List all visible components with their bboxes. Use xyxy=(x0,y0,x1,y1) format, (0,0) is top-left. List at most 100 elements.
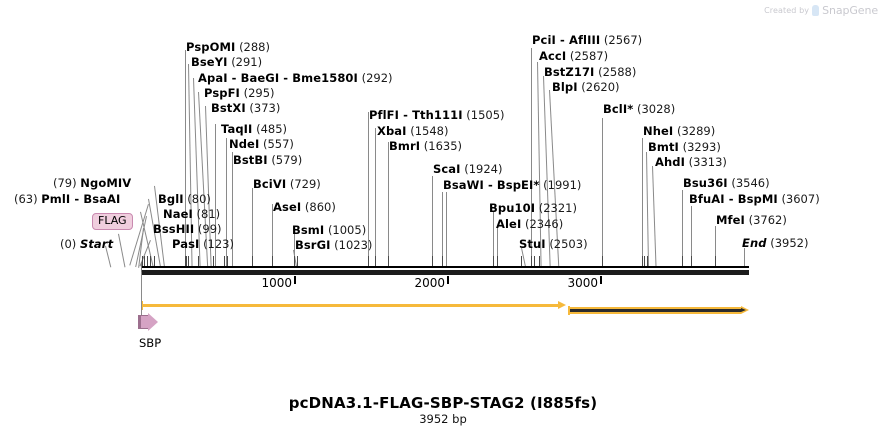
site-position: (557) xyxy=(263,137,294,151)
leader-line xyxy=(226,138,227,268)
cut-site-tick xyxy=(691,256,692,268)
cut-site-tick xyxy=(213,256,214,268)
site-position: (3762) xyxy=(748,213,787,227)
cut-site-tick xyxy=(150,256,151,268)
orf-arrow-2-shaft xyxy=(570,309,741,312)
site-label-NaeI[interactable]: NaeI (81) xyxy=(163,208,220,221)
site-name: AhdI xyxy=(655,155,685,169)
site-name: BsaWI - BspEI* xyxy=(443,178,540,192)
site-position: (80) xyxy=(187,192,211,206)
sbp-arrow-head xyxy=(148,313,158,331)
site-position: (2503) xyxy=(549,237,588,251)
feature-tag-flag-label: FLAG xyxy=(98,214,127,227)
site-label-BglI[interactable]: BglI (80) xyxy=(158,192,211,206)
site-label-BclI[interactable]: BclI* (3028) xyxy=(603,102,676,116)
site-label-PspOMI[interactable]: PspOMI (288) xyxy=(186,40,270,54)
site-position: (3289) xyxy=(676,124,716,138)
cut-site-tick xyxy=(493,256,494,268)
site-label-BlpI[interactable]: BlpI (2620) xyxy=(552,80,620,94)
sbp-connector-line xyxy=(141,272,142,316)
site-label-BmtI[interactable]: BmtI (3293) xyxy=(648,140,721,154)
orf-arrow-1[interactable] xyxy=(141,301,566,310)
leader-line xyxy=(691,206,692,268)
site-label-BstZ17I[interactable]: BstZ17I (2588) xyxy=(544,66,636,79)
site-label-BseYI[interactable]: BseYI (291) xyxy=(191,55,263,69)
site-position: (291) xyxy=(231,55,263,69)
site-label-AseI[interactable]: AseI (860) xyxy=(273,201,336,214)
site-label-BmrI[interactable]: BmrI (1635) xyxy=(389,139,462,153)
site-position: (3293) xyxy=(682,140,721,154)
site-label-PspFI[interactable]: PspFI (295) xyxy=(204,87,275,100)
site-label-ApaI-BaeGI-Bme1580I[interactable]: ApaI - BaeGI - Bme1580I (292) xyxy=(198,72,393,85)
site-label-BsaWI-BspEI[interactable]: BsaWI - BspEI* (1991) xyxy=(443,178,581,192)
site-label-MfeI[interactable]: MfeI (3762) xyxy=(716,213,787,227)
sbp-arrow-glyph xyxy=(138,312,158,332)
site-label-AccI[interactable]: AccI (2587) xyxy=(539,49,609,63)
site-name: PspOMI xyxy=(186,40,236,54)
site-label-Bpu10I[interactable]: Bpu10I (2321) xyxy=(489,202,577,215)
marker-label-start[interactable]: (0) Start xyxy=(60,238,113,251)
site-label-AhdI[interactable]: AhdI (3313) xyxy=(655,155,727,169)
cut-site-tick xyxy=(534,256,535,268)
leader-line xyxy=(118,233,126,268)
cut-site-tick xyxy=(642,256,643,268)
site-position: (3028) xyxy=(636,102,676,116)
site-name: PciI - AflIII xyxy=(532,33,601,47)
snapgene-watermark: Created by SnapGene xyxy=(764,4,878,17)
site-label-BsrGI[interactable]: BsrGI (1023) xyxy=(295,239,372,252)
ruler-tick-2000 xyxy=(447,276,449,284)
cut-site-tick xyxy=(497,256,498,268)
leader-line xyxy=(744,248,745,268)
cut-site-tick xyxy=(375,256,376,268)
site-label-AleI[interactable]: AleI (2346) xyxy=(496,218,563,231)
site-label-Bsu36I[interactable]: Bsu36I (3546) xyxy=(683,177,770,190)
marker-name: End xyxy=(742,236,767,250)
cut-site-tick xyxy=(185,256,186,268)
cut-site-tick xyxy=(188,256,189,268)
site-position: (63) xyxy=(14,192,38,206)
site-label-PasI[interactable]: PasI (123) xyxy=(172,237,234,251)
marker-label-end[interactable]: End (3952) xyxy=(742,236,808,250)
snapgene-logo-icon xyxy=(812,5,820,16)
orf-arrow-2[interactable] xyxy=(568,306,749,315)
site-label-XbaI[interactable]: XbaI (1548) xyxy=(377,124,449,138)
site-label-PflFI-Tth111I[interactable]: PflFI - Tth111I (1505) xyxy=(369,109,505,122)
site-position: (1005) xyxy=(327,223,367,237)
plasmid-backbone-bar[interactable] xyxy=(141,270,749,275)
site-label-NheI[interactable]: NheI (3289) xyxy=(643,124,716,138)
site-label-TaqII[interactable]: TaqII (485) xyxy=(221,123,287,136)
site-label-BssHII[interactable]: BssHII (99) xyxy=(153,222,222,236)
site-position: (2620) xyxy=(581,80,620,94)
cut-site-tick xyxy=(224,256,225,268)
site-label-BstXI[interactable]: BstXI (373) xyxy=(211,101,280,115)
orf-arrow-1-head xyxy=(558,301,566,309)
site-label-BciVI[interactable]: BciVI (729) xyxy=(253,177,321,191)
site-label-NgoMIV[interactable]: (79) NgoMIV xyxy=(53,176,131,190)
site-name: BseYI xyxy=(191,55,228,69)
site-position: (79) xyxy=(53,176,77,190)
feature-sbp[interactable] xyxy=(138,312,158,332)
site-position: (1548) xyxy=(410,124,449,138)
site-label-BsmI[interactable]: BsmI (1005) xyxy=(292,223,367,237)
site-label-NdeI[interactable]: NdeI (557) xyxy=(229,137,294,151)
site-name: BmrI xyxy=(389,139,421,153)
site-label-BstBI[interactable]: BstBI (579) xyxy=(233,154,302,167)
site-label-BfuAI-BspMI[interactable]: BfuAI - BspMI (3607) xyxy=(689,192,820,206)
cut-site-tick xyxy=(682,256,683,268)
leader-line xyxy=(531,48,532,268)
site-label-PmlI-BsaAI[interactable]: (63) PmlI - BsaAI xyxy=(14,192,120,206)
cut-site-tick xyxy=(198,256,199,268)
cut-site-tick xyxy=(442,256,443,268)
site-name: BssHII xyxy=(153,222,195,236)
site-position: (729) xyxy=(289,177,321,191)
site-label-PciI-AflIII[interactable]: PciI - AflIII (2567) xyxy=(532,33,642,47)
site-position: (3607) xyxy=(781,192,820,206)
site-name: BstXI xyxy=(211,101,246,115)
feature-tag-flag[interactable]: FLAG xyxy=(92,213,133,230)
site-label-StuI[interactable]: StuI (2503) xyxy=(519,237,588,251)
site-position: (2587) xyxy=(569,49,609,63)
ruler-label-2000: 2000 xyxy=(414,276,445,290)
site-name: PasI xyxy=(172,237,200,251)
site-label-ScaI[interactable]: ScaI (1924) xyxy=(433,163,502,176)
